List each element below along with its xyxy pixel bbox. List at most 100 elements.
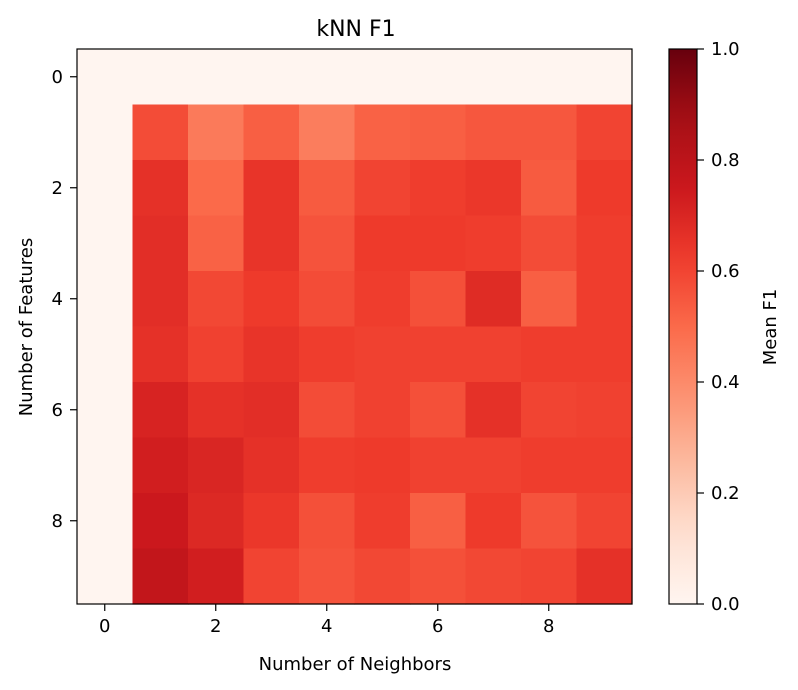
colorbar-tick-label: 0.4 — [711, 372, 740, 393]
heatmap-cell — [243, 382, 300, 439]
heatmap-cell — [132, 271, 189, 328]
colorbar-tick-label: 0.8 — [711, 150, 740, 171]
heatmap-cell — [243, 215, 300, 272]
heatmap-cell — [243, 271, 300, 328]
heatmap-cell — [132, 326, 189, 383]
heatmap-cell — [354, 49, 411, 106]
heatmap-cell — [188, 49, 245, 106]
heatmap-cell — [188, 271, 245, 328]
y-tick-label: 2 — [52, 178, 63, 199]
heatmap-cell — [521, 104, 578, 161]
x-tick-label: 0 — [99, 616, 110, 637]
heatmap-cell — [243, 49, 300, 106]
heatmap-cell — [410, 160, 467, 217]
heatmap-cell — [188, 160, 245, 217]
heatmap-cell — [243, 326, 300, 383]
heatmap-cell — [521, 215, 578, 272]
heatmap-cell — [132, 104, 189, 161]
heatmap-cell — [410, 215, 467, 272]
colorbar-tick-label: 0.0 — [711, 594, 740, 615]
heatmap-cell — [521, 548, 578, 605]
heatmap-cell — [354, 437, 411, 494]
heatmap-cell — [299, 493, 356, 550]
y-tick-label: 4 — [52, 289, 63, 310]
heatmap-cell — [465, 493, 522, 550]
heatmap-cell — [354, 382, 411, 439]
heatmap-cell — [299, 271, 356, 328]
colorbar-ticks: 0.0 0.2 0.4 0.6 0.8 1.0 — [697, 39, 740, 615]
heatmap-cell — [410, 49, 467, 106]
heatmap-cell — [132, 215, 189, 272]
heatmap-cell — [188, 493, 245, 550]
colorbar-tick-label: 0.6 — [711, 261, 740, 282]
x-tick-label: 8 — [543, 616, 554, 637]
heatmap-cell — [576, 160, 633, 217]
heatmap-cell — [521, 382, 578, 439]
heatmap-cell — [576, 548, 633, 605]
x-tick-label: 2 — [210, 616, 221, 637]
x-tick-label: 6 — [432, 616, 443, 637]
heatmap-cell — [521, 493, 578, 550]
heatmap-cell — [188, 215, 245, 272]
heatmap-cell — [243, 104, 300, 161]
heatmap-cell — [188, 437, 245, 494]
heatmap-cell — [132, 382, 189, 439]
heatmap-cell — [576, 104, 633, 161]
heatmap-cell — [243, 437, 300, 494]
heatmap-cell — [465, 548, 522, 605]
heatmap-cell — [354, 271, 411, 328]
heatmap-cell — [243, 493, 300, 550]
heatmap-cell — [576, 271, 633, 328]
heatmap-cell — [77, 493, 134, 550]
heatmap-cell — [299, 160, 356, 217]
heatmap-cell — [410, 104, 467, 161]
y-tick-label: 0 — [52, 67, 63, 88]
y-axis-label: Number of Features — [16, 238, 37, 417]
y-axis: 0 2 4 6 8 — [52, 67, 77, 532]
heatmap-cell — [77, 104, 134, 161]
heatmap-cell — [132, 548, 189, 605]
heatmap-cell — [354, 160, 411, 217]
colorbar — [668, 48, 698, 605]
heatmap-cell — [188, 548, 245, 605]
heatmap-cell — [132, 49, 189, 106]
heatmap-cell — [132, 160, 189, 217]
heatmap-cell — [354, 326, 411, 383]
colorbar-label: Mean F1 — [760, 289, 781, 366]
heatmap-cell — [77, 271, 134, 328]
colorbar-tick-label: 0.2 — [711, 483, 740, 504]
heatmap-cell — [299, 104, 356, 161]
x-tick-label: 4 — [321, 616, 332, 637]
heatmap-cell — [576, 215, 633, 272]
heatmap-cell — [465, 160, 522, 217]
plot-frame — [76, 48, 633, 605]
heatmap-cell — [188, 104, 245, 161]
heatmap-cell — [77, 437, 134, 494]
heatmap-cell — [521, 437, 578, 494]
heatmap-cell — [410, 437, 467, 494]
heatmap-cell — [410, 382, 467, 439]
heatmap-cell — [299, 548, 356, 605]
heatmap-cell — [521, 160, 578, 217]
y-tick-label: 8 — [52, 511, 63, 532]
heatmap-cell — [465, 215, 522, 272]
heatmap-cell — [576, 382, 633, 439]
heatmap-cell — [77, 49, 134, 106]
heatmap-cell — [521, 271, 578, 328]
heatmap-cell — [521, 326, 578, 383]
heatmap-cell — [243, 548, 300, 605]
heatmap-cell — [132, 437, 189, 494]
heatmap-cell — [354, 104, 411, 161]
heatmap-cell — [410, 493, 467, 550]
heatmap-cell — [354, 548, 411, 605]
heatmap-cell — [465, 437, 522, 494]
heatmap-cell — [77, 548, 134, 605]
colorbar-tick-label: 1.0 — [711, 39, 740, 60]
x-axis-label: Number of Neighbors — [259, 654, 452, 675]
heatmap-cell — [77, 326, 134, 383]
heatmap-cell — [77, 382, 134, 439]
y-tick-label: 6 — [52, 400, 63, 421]
heatmap-cell — [77, 215, 134, 272]
chart-title: kNN F1 — [316, 17, 395, 42]
heatmap-cell — [299, 382, 356, 439]
